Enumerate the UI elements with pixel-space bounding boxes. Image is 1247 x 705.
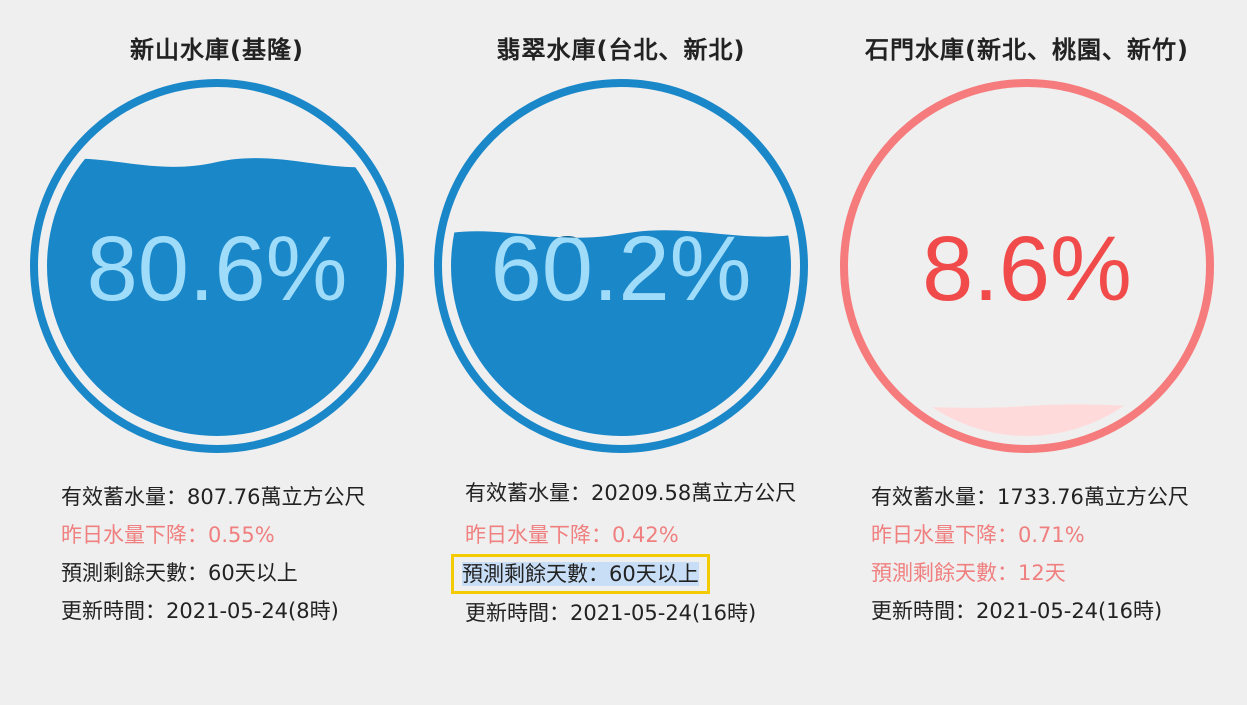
reservoir-info: 有效蓄水量：20209.58萬立方公尺 昨日水量下降：0.42% 預測剩餘天數：… — [451, 478, 825, 632]
storage-line: 有效蓄水量：20209.58萬立方公尺 — [465, 481, 797, 505]
updated-line: 更新時間：2021-05-24(8時) — [61, 599, 339, 623]
reservoir-card-xinshan: 新山水庫(基隆) 80.6% 有效蓄水量：807.76萬立方公尺 昨日水量下降：… — [17, 0, 417, 705]
reservoir-info: 有效蓄水量：1733.76萬立方公尺 昨日水量下降：0.71% 預測剩餘天數：1… — [871, 478, 1189, 630]
updated-line: 更新時間：2021-05-24(16時) — [465, 601, 757, 625]
storage-line: 有效蓄水量：1733.76萬立方公尺 — [871, 485, 1189, 509]
level-percent-text: 80.6% — [87, 218, 348, 320]
level-percent-text: 60.2% — [491, 218, 752, 320]
reservoir-card-shimen: 石門水庫(新北、桃園、新竹) 8.6% 有效蓄水量：1733.76萬立方公尺 昨… — [827, 0, 1227, 705]
water-fill — [451, 230, 791, 436]
reservoir-info: 有效蓄水量：807.76萬立方公尺 昨日水量下降：0.55% 預測剩餘天數：60… — [61, 478, 365, 630]
gauge-ring — [30, 79, 404, 453]
reservoir-card-feitsui: 翡翠水庫(台北、新北) 60.2% 60.2% 有效蓄水量：20209.58萬立… — [421, 0, 821, 705]
updated-line: 更新時間：2021-05-24(16時) — [871, 599, 1163, 623]
reservoir-title: 石門水庫(新北、桃園、新竹) — [865, 36, 1189, 64]
change-line: 昨日水量下降：0.55% — [61, 523, 275, 547]
days-line: 預測剩餘天數：60天以上 — [61, 561, 298, 585]
water-level-gauge: 80.6% — [29, 78, 405, 454]
water-level-gauge: 60.2% 60.2% — [433, 78, 809, 454]
water-fill — [47, 158, 387, 436]
gauge-ring — [840, 79, 1214, 453]
highlighted-selection[interactable]: 預測剩餘天數：60天以上 — [451, 554, 710, 594]
reservoir-title: 翡翠水庫(台北、新北) — [496, 36, 746, 64]
storage-line: 有效蓄水量：807.76萬立方公尺 — [61, 485, 366, 509]
level-percent-text: 8.6% — [922, 218, 1132, 320]
change-line: 昨日水量下降：0.71% — [871, 523, 1085, 547]
water-level-gauge: 8.6% — [839, 78, 1215, 454]
days-line[interactable]: 預測剩餘天數：60天以上 — [451, 554, 825, 594]
change-line: 昨日水量下降：0.42% — [465, 523, 679, 547]
gauge-ring — [434, 79, 808, 453]
days-line: 預測剩餘天數：12天 — [871, 561, 1066, 585]
reservoir-title: 新山水庫(基隆) — [130, 36, 304, 64]
